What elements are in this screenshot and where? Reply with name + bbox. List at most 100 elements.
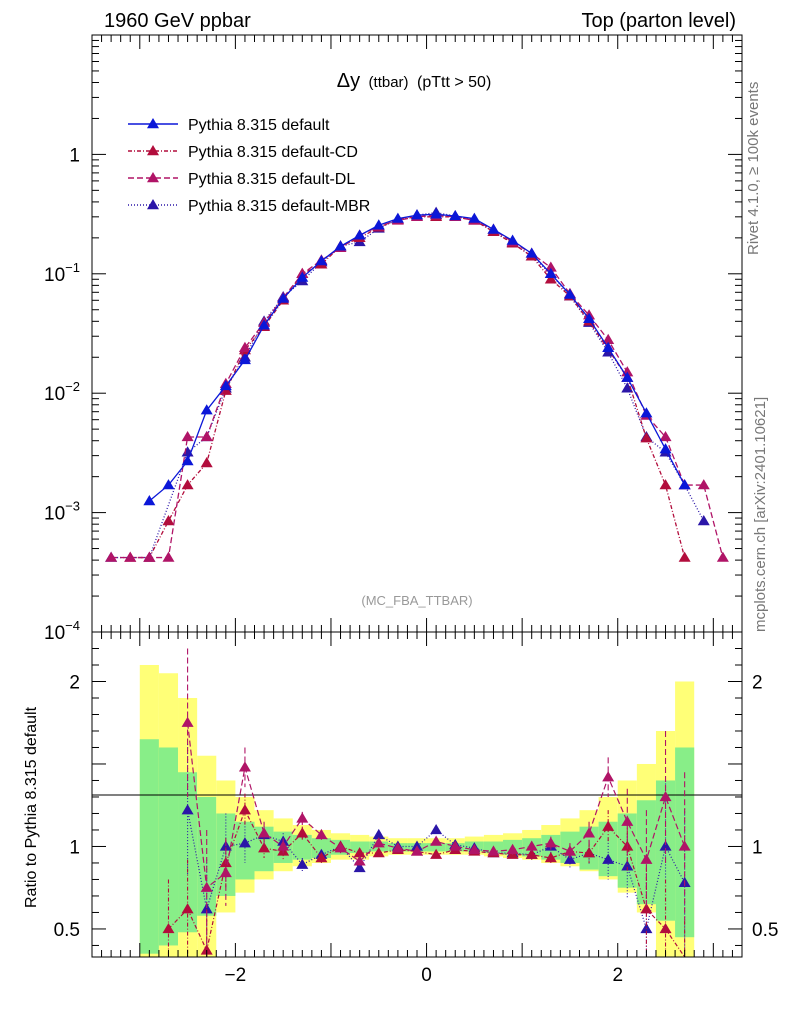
data-point <box>544 267 557 278</box>
y-tick-label: 10−4 <box>44 618 80 644</box>
data-point <box>621 382 634 393</box>
ratio-point <box>506 843 519 854</box>
ratio-point <box>219 866 232 878</box>
ratio-point <box>544 852 557 863</box>
uncertainty-band-inner <box>636 800 656 905</box>
ratio-point <box>372 837 385 848</box>
data-point <box>200 404 213 415</box>
ratio-point <box>430 823 443 835</box>
ratio-y-tick-label: 1 <box>69 837 80 858</box>
legend-item-4: Pythia 8.315 default-MBR <box>128 198 370 215</box>
ratio-point <box>200 944 213 955</box>
data-point <box>296 271 309 282</box>
ratio-point <box>238 761 251 772</box>
data-point <box>105 551 118 562</box>
data-point <box>716 551 729 562</box>
ratio-y-tick-label: 0.5 <box>54 920 80 941</box>
plot-title: Δy (ttbar) (pTtt > 50) <box>337 70 492 92</box>
ratio-point <box>487 845 500 856</box>
ratio-point <box>258 827 271 838</box>
ratio-point <box>353 861 366 873</box>
ratio-point <box>659 840 672 851</box>
data-point <box>449 209 462 221</box>
data-point <box>640 407 653 418</box>
data-point <box>162 551 175 562</box>
ratio-point <box>315 852 328 863</box>
ratio-point <box>353 847 366 858</box>
data-point <box>353 229 366 240</box>
data-point <box>334 240 347 251</box>
ratio-line <box>186 722 686 889</box>
ratio-point <box>640 853 653 864</box>
data-point <box>391 212 404 223</box>
uncertainty-band-inner <box>197 796 217 916</box>
data-point <box>640 432 653 443</box>
ratio-point <box>372 847 385 858</box>
header-left: 1960 GeV ppbar <box>104 10 251 32</box>
uncertainty-band-inner <box>139 739 159 954</box>
ratio-point <box>621 815 634 826</box>
data-point <box>219 379 232 391</box>
ratio-point <box>200 881 213 892</box>
uncertainty-band-inner <box>292 834 312 860</box>
series-line <box>148 213 686 502</box>
ratio-point <box>602 771 615 782</box>
ratio-point <box>430 835 443 846</box>
ratio-y-axis-label: Ratio to Pythia 8.315 default <box>23 706 40 908</box>
ratio-point <box>391 842 404 853</box>
ratio-point <box>334 842 347 853</box>
series-line <box>111 214 724 559</box>
ratio-point <box>238 804 251 815</box>
data-point <box>678 479 691 490</box>
uncertainty-band-inner <box>311 838 331 859</box>
data-point <box>124 551 137 562</box>
uncertainty-band-inner <box>426 843 446 852</box>
ratio-point <box>296 812 309 823</box>
legend-label: Pythia 8.315 default-MBR <box>188 198 370 215</box>
x-tick-label: −2 <box>225 965 247 986</box>
legend-marker <box>147 199 159 210</box>
data-point <box>238 341 251 353</box>
data-point <box>525 247 538 258</box>
ratio-point <box>372 828 385 840</box>
ratio-point <box>430 848 443 859</box>
data-point <box>487 223 500 234</box>
legend-item-3: Pythia 8.315 default-DL <box>128 171 355 188</box>
data-point <box>162 479 175 490</box>
title-cut: (pTtt > 50) <box>417 74 491 91</box>
x-tick-label: 2 <box>612 965 623 986</box>
data-point <box>143 495 156 506</box>
mcplots-source-label: mcplots.cern.ch [arXiv:2401.10621] <box>752 397 769 632</box>
y-tick-label: 10−1 <box>44 260 80 286</box>
title-small: (ttbar) <box>369 74 409 91</box>
ratio-point <box>449 840 462 851</box>
x-tick-label: 0 <box>421 965 432 986</box>
data-point <box>372 219 385 230</box>
header-right: Top (parton level) <box>581 10 736 32</box>
data-point <box>697 515 710 526</box>
data-point <box>162 515 175 526</box>
ratio-point <box>353 855 366 866</box>
legend-label: Pythia 8.315 default-CD <box>188 144 358 161</box>
data-point <box>258 319 271 330</box>
series-line <box>111 212 705 559</box>
ratio-point <box>659 790 672 802</box>
data-point <box>602 333 615 345</box>
data-point <box>143 551 156 562</box>
ratio-point <box>296 827 309 838</box>
data-point <box>315 254 328 266</box>
data-point <box>468 212 481 223</box>
ratio-point <box>602 853 615 864</box>
ratio-y-tick-label: 2 <box>69 672 80 693</box>
title-symbol: Δy <box>337 70 360 92</box>
ratio-point <box>162 922 175 934</box>
data-point <box>200 457 213 468</box>
ratio-point <box>181 804 194 815</box>
data-point <box>697 479 710 490</box>
ratio-point <box>602 820 615 831</box>
ratio-y-tick-label-right: 1 <box>752 837 763 858</box>
ratio-point <box>258 842 271 853</box>
data-point <box>544 261 557 272</box>
ratio-y-tick-label-right: 2 <box>752 672 763 693</box>
